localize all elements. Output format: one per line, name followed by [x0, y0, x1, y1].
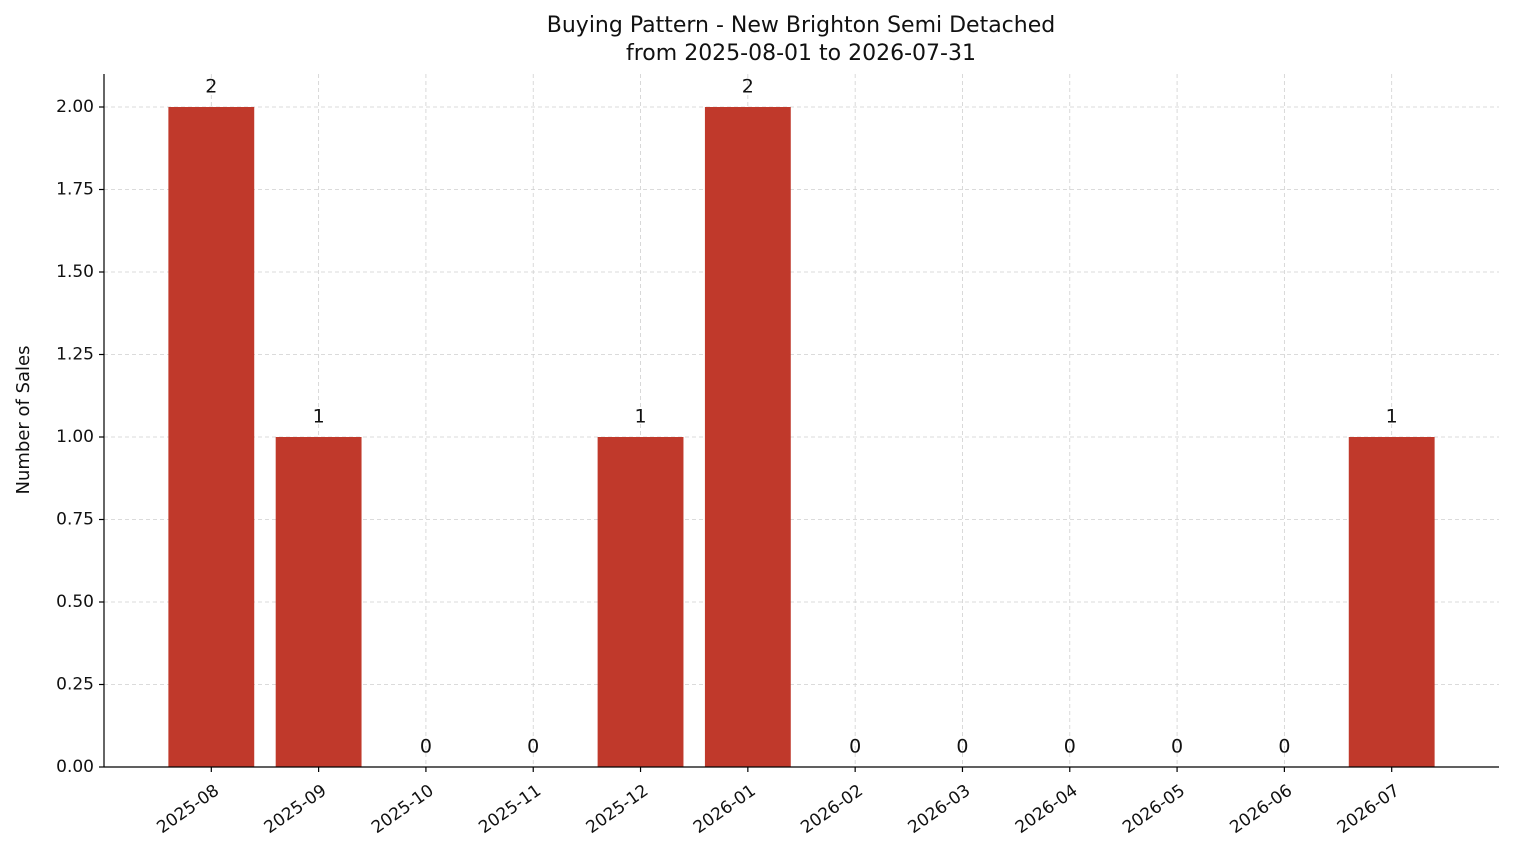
y-tick-label: 1.75: [56, 180, 94, 200]
x-tick-label: 2026-04: [1012, 781, 1082, 838]
x-tick-label: 2025-08: [153, 781, 223, 838]
bar: [597, 437, 684, 767]
bar: [168, 107, 255, 767]
x-tick-label: 2025-12: [583, 781, 653, 838]
chart-subtitle: from 2025-08-01 to 2026-07-31: [626, 41, 976, 66]
x-tick-label: 2026-05: [1119, 781, 1189, 838]
value-label: 0: [849, 736, 861, 758]
value-label: 1: [1386, 406, 1398, 428]
x-tick-label: 2026-02: [797, 781, 867, 838]
x-tick-label: 2025-11: [475, 781, 545, 838]
bar: [1348, 437, 1435, 767]
x-tick-label: 2026-01: [690, 781, 760, 838]
bar: [275, 437, 362, 767]
value-label: 0: [956, 736, 968, 758]
y-tick-label: 2.00: [56, 97, 94, 117]
value-label: 0: [1064, 736, 1076, 758]
y-tick-label: 0.75: [56, 510, 94, 530]
value-label: 0: [420, 736, 432, 758]
x-tick-label: 2026-03: [905, 781, 975, 838]
y-tick-label: 1.00: [56, 427, 94, 447]
y-axis-label: Number of Sales: [13, 345, 34, 494]
y-tick-label: 1.25: [56, 345, 94, 365]
x-tick-label: 2026-07: [1334, 781, 1404, 838]
x-tick-label: 2026-06: [1226, 781, 1296, 838]
value-label: 1: [634, 406, 646, 428]
chart-title: Buying Pattern - New Brighton Semi Detac…: [547, 13, 1055, 38]
value-label: 2: [205, 76, 217, 98]
y-tick-label: 1.50: [56, 262, 94, 282]
value-label: 1: [313, 406, 325, 428]
y-tick-label: 0.00: [56, 757, 94, 777]
value-label: 0: [1171, 736, 1183, 758]
x-tick-label: 2025-10: [368, 781, 438, 838]
y-tick-label: 0.50: [56, 592, 94, 612]
value-label: 2: [742, 76, 754, 98]
x-tick-label: 2025-09: [261, 781, 331, 838]
value-label: 0: [527, 736, 539, 758]
y-tick-label: 0.25: [56, 675, 94, 695]
bar: [704, 107, 791, 767]
value-label: 0: [1278, 736, 1290, 758]
